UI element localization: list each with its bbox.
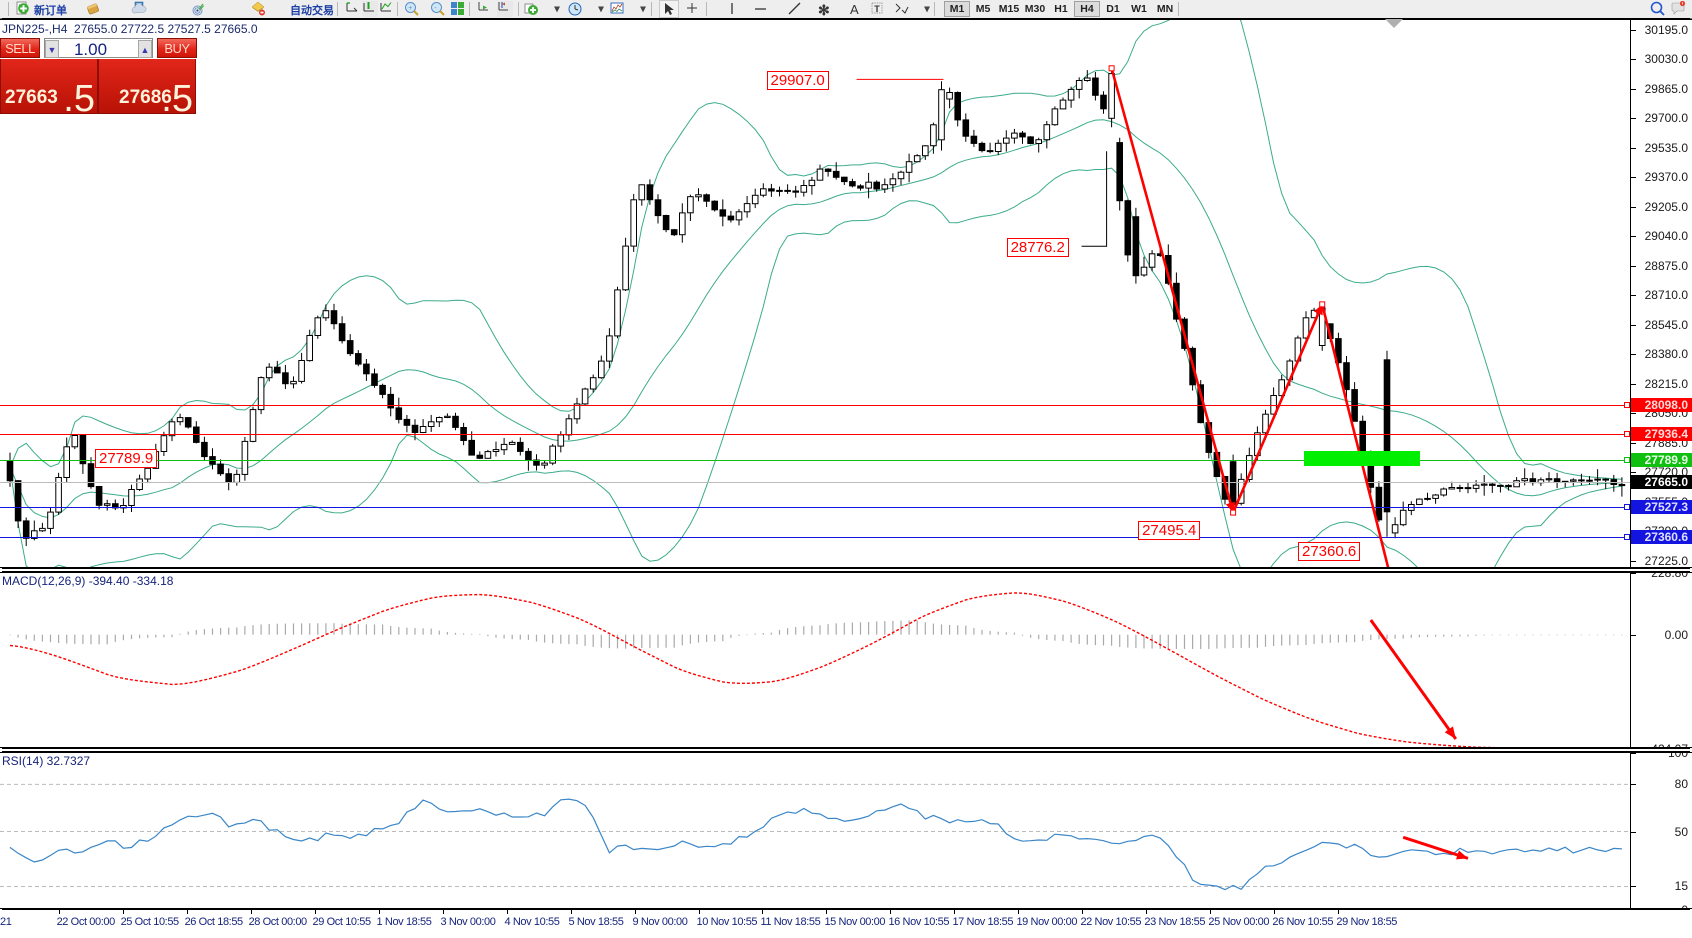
svg-text:T: T xyxy=(874,4,880,14)
svg-text:+: + xyxy=(408,5,412,12)
